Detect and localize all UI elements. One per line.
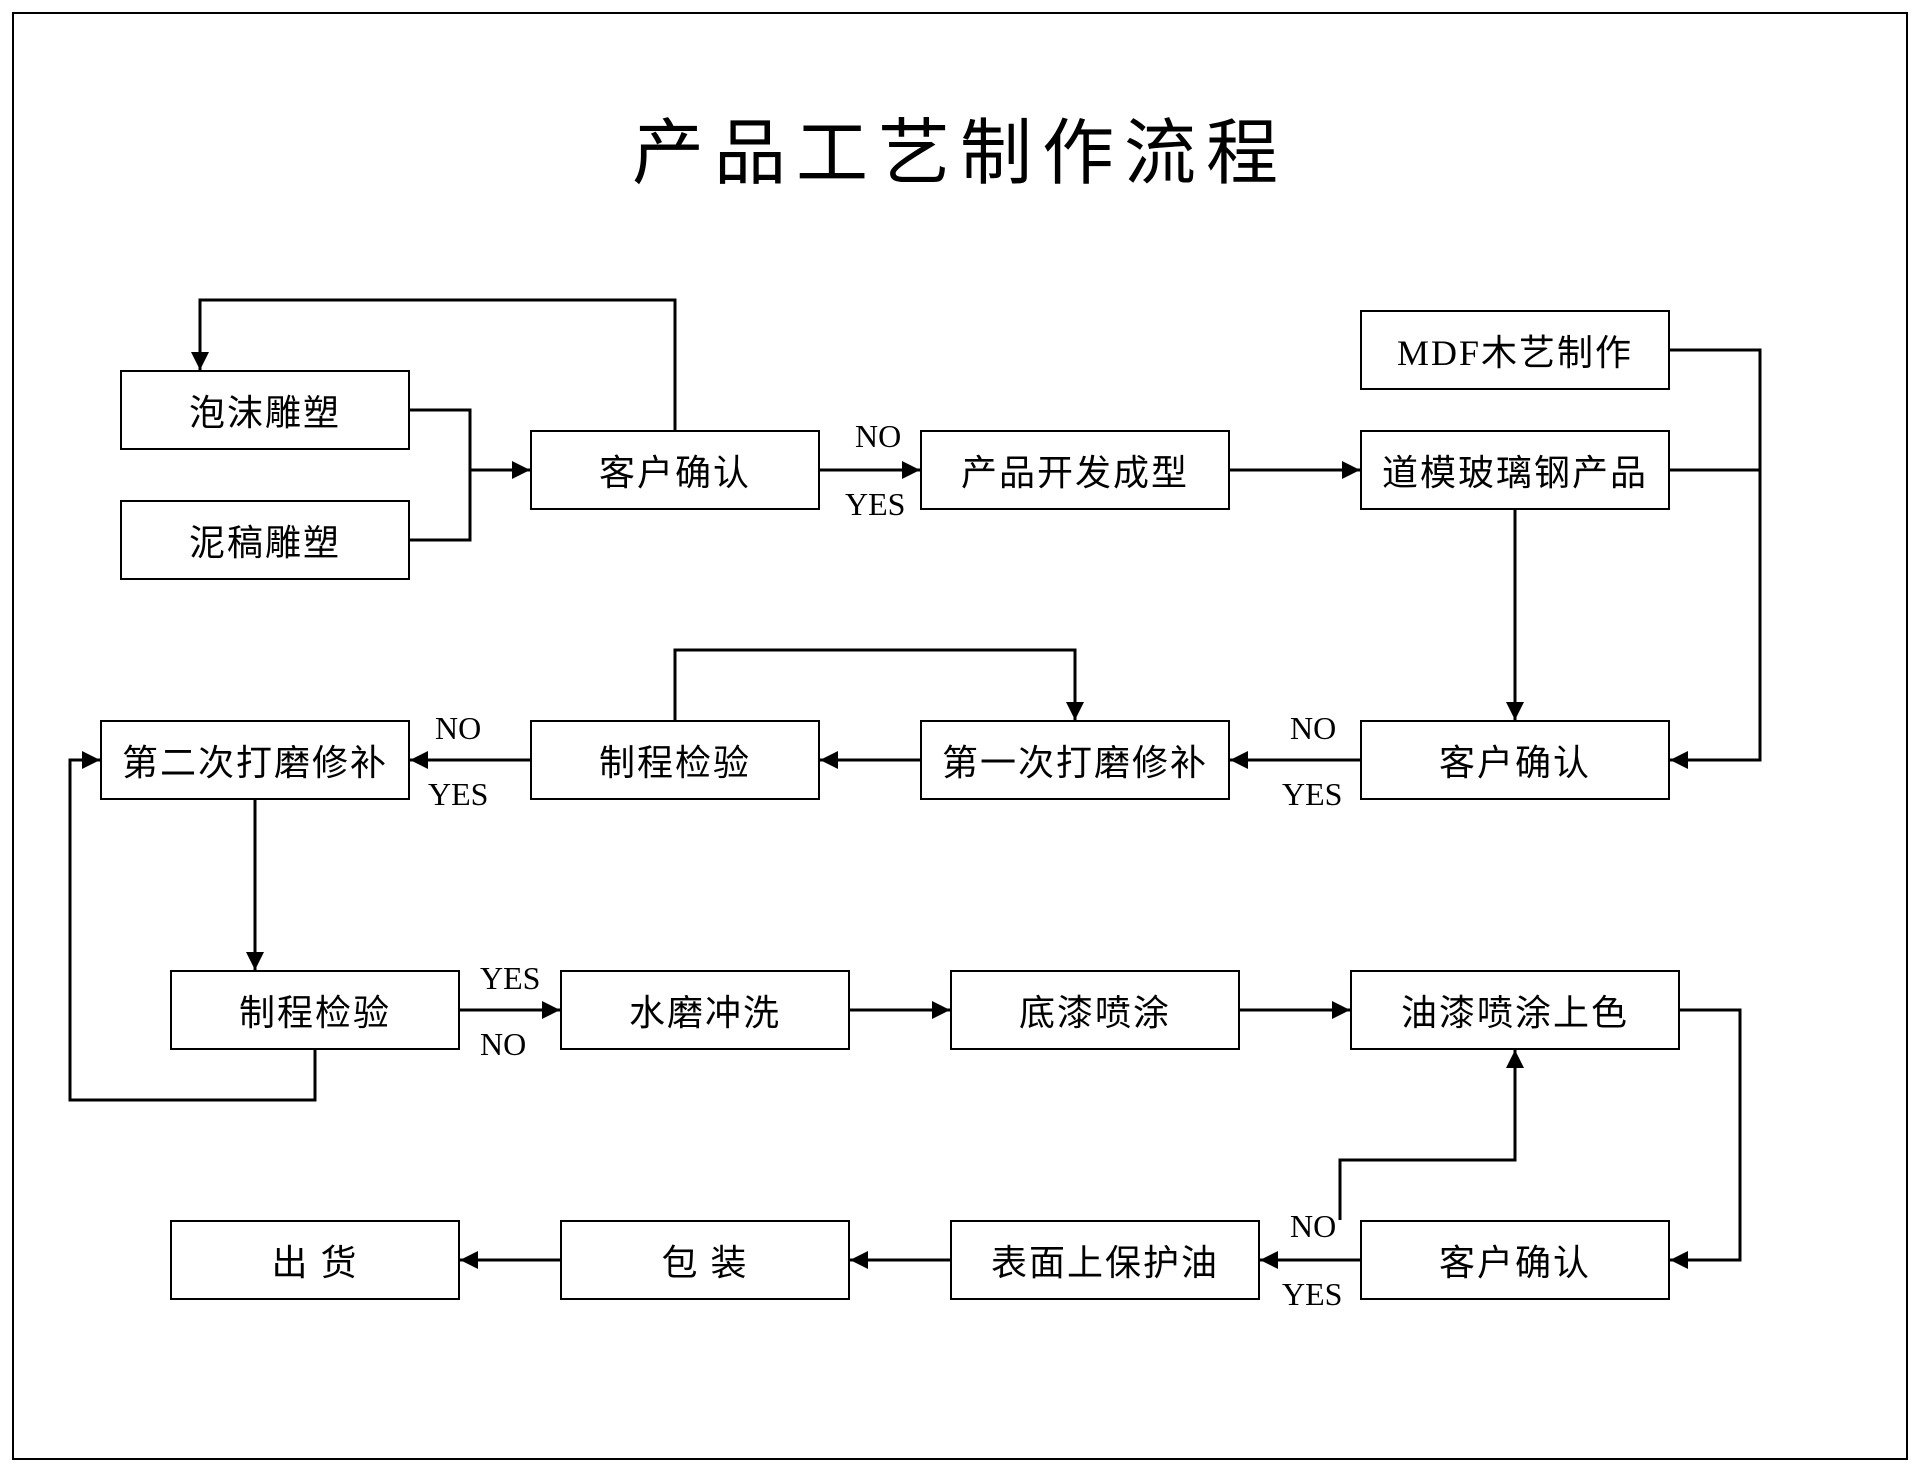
branch-label-3: YES <box>1282 776 1342 813</box>
node-frp: 道模玻璃钢产品 <box>1360 430 1670 510</box>
branch-label-6: YES <box>480 960 540 997</box>
node-conf1: 客户确认 <box>530 430 820 510</box>
diagram-title: 产品工艺制作流程 <box>0 94 1920 199</box>
node-mdf: MDF木艺制作 <box>1360 310 1670 390</box>
node-dev: 产品开发成型 <box>920 430 1230 510</box>
node-wash: 水磨冲洗 <box>560 970 850 1050</box>
node-oil: 表面上保护油 <box>950 1220 1260 1300</box>
node-grind2: 第二次打磨修补 <box>100 720 410 800</box>
branch-label-1: YES <box>845 486 905 523</box>
node-insp2: 制程检验 <box>170 970 460 1050</box>
branch-label-9: YES <box>1282 1276 1342 1313</box>
branch-label-2: NO <box>1290 710 1336 747</box>
branch-label-4: NO <box>435 710 481 747</box>
node-paint: 油漆喷涂上色 <box>1350 970 1680 1050</box>
branch-label-0: NO <box>855 418 901 455</box>
node-conf2: 客户确认 <box>1360 720 1670 800</box>
node-conf3: 客户确认 <box>1360 1220 1670 1300</box>
node-insp1: 制程检验 <box>530 720 820 800</box>
node-grind1: 第一次打磨修补 <box>920 720 1230 800</box>
node-foam: 泡沫雕塑 <box>120 370 410 450</box>
node-clay: 泥稿雕塑 <box>120 500 410 580</box>
branch-label-8: NO <box>1290 1208 1336 1245</box>
branch-label-5: YES <box>428 776 488 813</box>
flowchart-stage: 产品工艺制作流程 泡沫雕塑泥稿雕塑客户确认产品开发成型MDF木艺制作道模玻璃钢产… <box>0 0 1920 1472</box>
node-primer: 底漆喷涂 <box>950 970 1240 1050</box>
node-pack: 包 装 <box>560 1220 850 1300</box>
node-ship: 出 货 <box>170 1220 460 1300</box>
branch-label-7: NO <box>480 1026 526 1063</box>
